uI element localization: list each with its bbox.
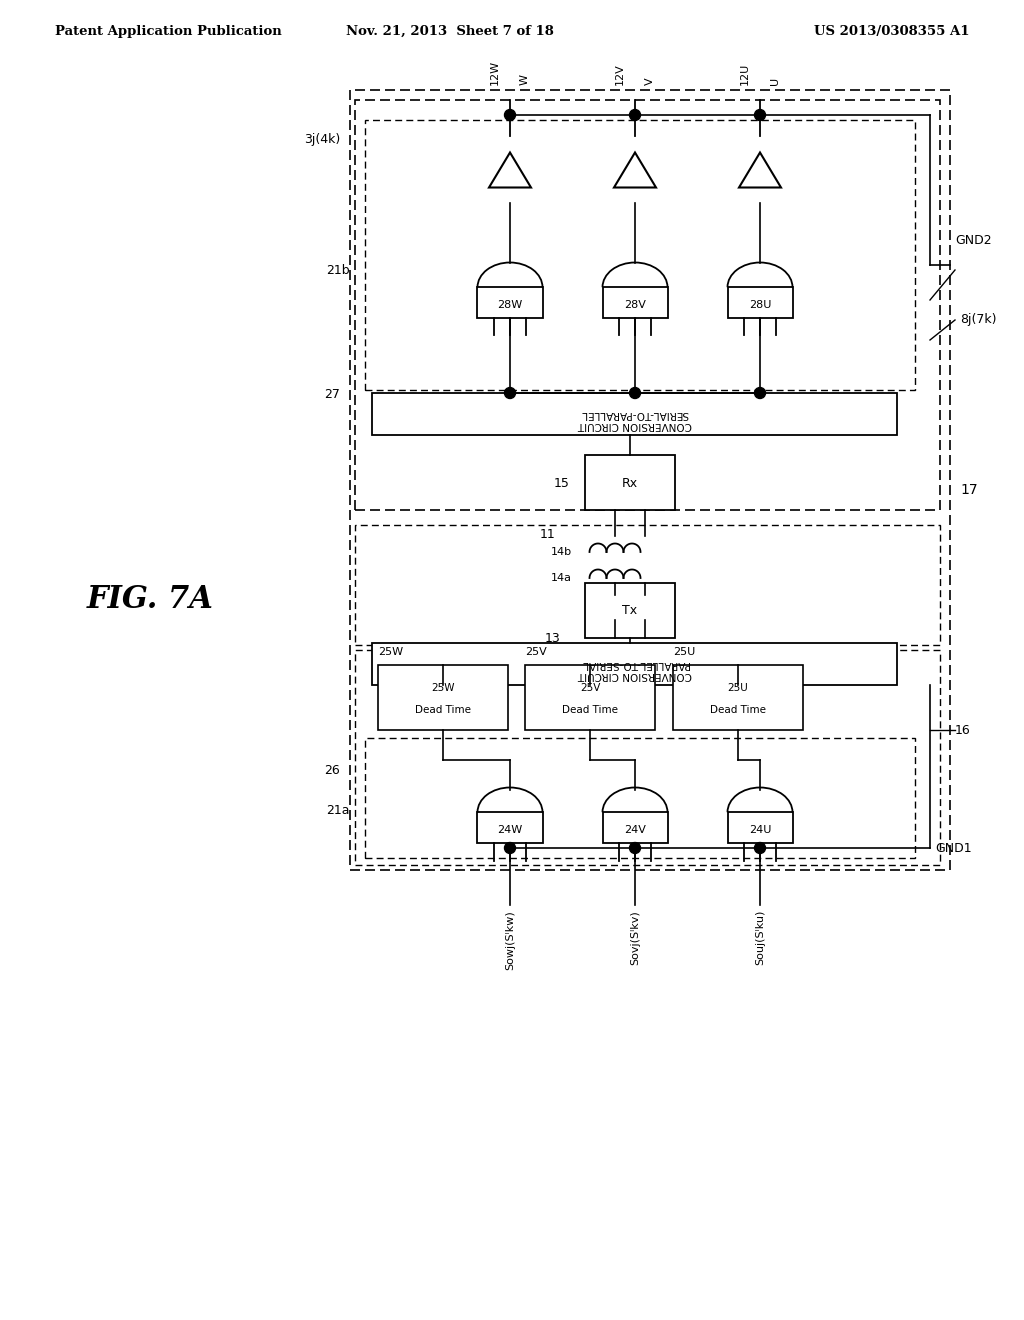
- Text: US 2013/0308355 A1: US 2013/0308355 A1: [814, 25, 970, 38]
- Text: 11: 11: [540, 528, 555, 541]
- Text: 25W: 25W: [431, 682, 455, 693]
- Text: Souj(Sᴵku): Souj(Sᴵku): [755, 909, 765, 965]
- Circle shape: [505, 388, 515, 399]
- Text: Nov. 21, 2013  Sheet 7 of 18: Nov. 21, 2013 Sheet 7 of 18: [346, 25, 554, 38]
- Text: 25U: 25U: [673, 647, 695, 657]
- Text: 21b: 21b: [327, 264, 350, 276]
- Text: 12U: 12U: [740, 63, 750, 84]
- Text: 27: 27: [325, 388, 340, 401]
- Text: FIG. 7A: FIG. 7A: [87, 585, 213, 615]
- Text: CONVERSION CIRCUIT: CONVERSION CIRCUIT: [578, 671, 692, 680]
- FancyBboxPatch shape: [673, 665, 803, 730]
- Text: Patent Application Publication: Patent Application Publication: [55, 25, 282, 38]
- Text: 28W: 28W: [498, 301, 522, 310]
- Text: W: W: [520, 74, 530, 84]
- Text: Dead Time: Dead Time: [562, 705, 618, 715]
- Circle shape: [630, 110, 640, 120]
- Text: 26: 26: [325, 763, 340, 776]
- Text: 21a: 21a: [327, 804, 350, 817]
- FancyBboxPatch shape: [477, 288, 543, 318]
- Text: 14a: 14a: [551, 573, 572, 583]
- Text: PARALLEL-TO-SERIAL: PARALLEL-TO-SERIAL: [582, 659, 689, 669]
- Text: SERIAL-TO-PARALLEL: SERIAL-TO-PARALLEL: [582, 409, 689, 418]
- Text: 14b: 14b: [551, 546, 572, 557]
- FancyBboxPatch shape: [477, 812, 543, 842]
- FancyBboxPatch shape: [585, 455, 675, 510]
- Text: 16: 16: [955, 723, 971, 737]
- Text: 8j(7k): 8j(7k): [961, 314, 996, 326]
- Text: Rx: Rx: [622, 477, 638, 490]
- Text: 12V: 12V: [615, 63, 625, 84]
- Text: Sovj(Sᴵkv): Sovj(Sᴵkv): [630, 909, 640, 965]
- Circle shape: [755, 388, 766, 399]
- Text: CONVERSION CIRCUIT: CONVERSION CIRCUIT: [578, 420, 692, 430]
- Text: 28V: 28V: [624, 301, 646, 310]
- FancyBboxPatch shape: [727, 288, 793, 318]
- Text: 25W: 25W: [378, 647, 403, 657]
- Text: 28U: 28U: [749, 301, 771, 310]
- Text: GND1: GND1: [935, 842, 972, 854]
- Text: 25U: 25U: [728, 682, 749, 693]
- Circle shape: [755, 110, 766, 120]
- Text: 24W: 24W: [498, 825, 522, 836]
- FancyBboxPatch shape: [585, 583, 675, 638]
- Text: Sowj(Sᴵkw): Sowj(Sᴵkw): [505, 909, 515, 970]
- Text: 12W: 12W: [490, 59, 500, 84]
- Text: 15: 15: [554, 477, 570, 490]
- Text: 24U: 24U: [749, 825, 771, 836]
- Text: 24V: 24V: [624, 825, 646, 836]
- Text: 17: 17: [961, 483, 978, 498]
- FancyBboxPatch shape: [525, 665, 655, 730]
- FancyBboxPatch shape: [602, 812, 668, 842]
- Text: 3j(4k): 3j(4k): [304, 133, 340, 147]
- FancyBboxPatch shape: [372, 643, 897, 685]
- Text: Tx: Tx: [623, 605, 638, 618]
- Text: GND2: GND2: [955, 234, 991, 247]
- FancyBboxPatch shape: [727, 812, 793, 842]
- FancyBboxPatch shape: [378, 665, 508, 730]
- FancyBboxPatch shape: [372, 393, 897, 436]
- Text: 25V: 25V: [580, 682, 600, 693]
- Circle shape: [630, 842, 640, 854]
- Text: 25V: 25V: [525, 647, 547, 657]
- Text: U: U: [770, 77, 780, 84]
- Text: Dead Time: Dead Time: [415, 705, 471, 715]
- Text: Dead Time: Dead Time: [710, 705, 766, 715]
- Text: V: V: [645, 78, 655, 84]
- Circle shape: [505, 110, 515, 120]
- Circle shape: [505, 842, 515, 854]
- Text: 13: 13: [544, 631, 560, 644]
- Circle shape: [755, 842, 766, 854]
- Circle shape: [630, 388, 640, 399]
- FancyBboxPatch shape: [602, 288, 668, 318]
